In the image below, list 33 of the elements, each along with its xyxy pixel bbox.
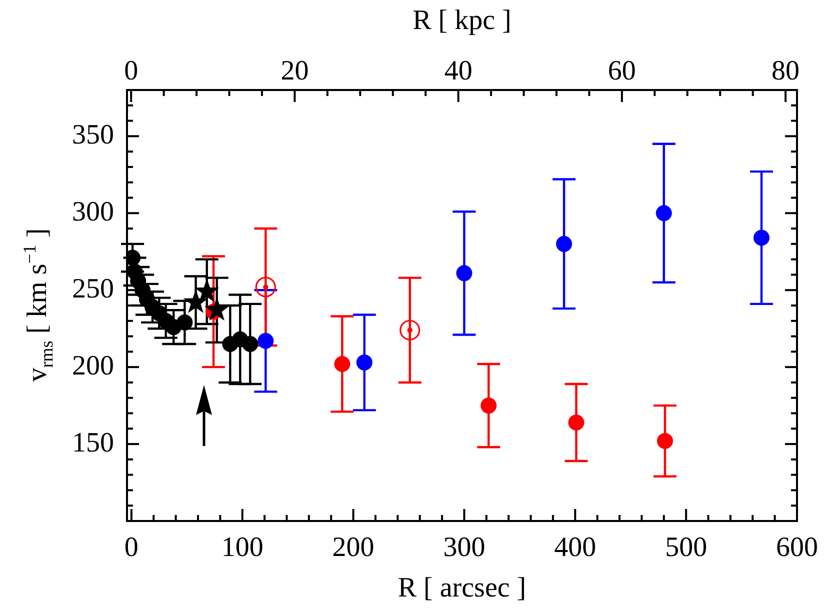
y-tick-label: 200 <box>72 350 114 382</box>
x2-tick-label: 40 <box>444 56 472 87</box>
point <box>255 276 276 298</box>
point <box>656 205 672 222</box>
point <box>400 320 420 340</box>
y-tick-label: 350 <box>72 120 114 151</box>
x-tick-label: 200 <box>332 532 374 564</box>
point <box>242 336 258 352</box>
x-axis-title: R [ arcsec ] <box>398 572 526 604</box>
x-tick-label: 100 <box>221 532 264 564</box>
y-tick-label: 150 <box>72 427 114 458</box>
y-tick-label: 250 <box>72 273 114 304</box>
x-tick-label: 400 <box>554 532 596 564</box>
x2-tick-label: 0 <box>124 56 138 87</box>
x-tick-label: 600 <box>776 532 818 564</box>
point <box>656 432 673 449</box>
x-tick-label: 0 <box>124 532 138 564</box>
point <box>334 356 350 372</box>
point <box>456 265 472 282</box>
x2-tick-label: 20 <box>280 56 309 87</box>
point <box>568 414 584 430</box>
x-tick-label: 500 <box>665 532 708 564</box>
point <box>480 398 497 414</box>
x2-tick-label: 60 <box>608 56 636 87</box>
point <box>556 236 572 252</box>
y-tick-label: 300 <box>72 196 114 228</box>
point <box>258 332 274 349</box>
x2-axis-title: R [ kpc ] <box>412 5 512 36</box>
point <box>176 314 193 330</box>
x-tick-label: 300 <box>443 532 486 564</box>
point <box>356 354 372 370</box>
x2-tick-label: 80 <box>772 56 800 87</box>
point <box>754 230 770 246</box>
